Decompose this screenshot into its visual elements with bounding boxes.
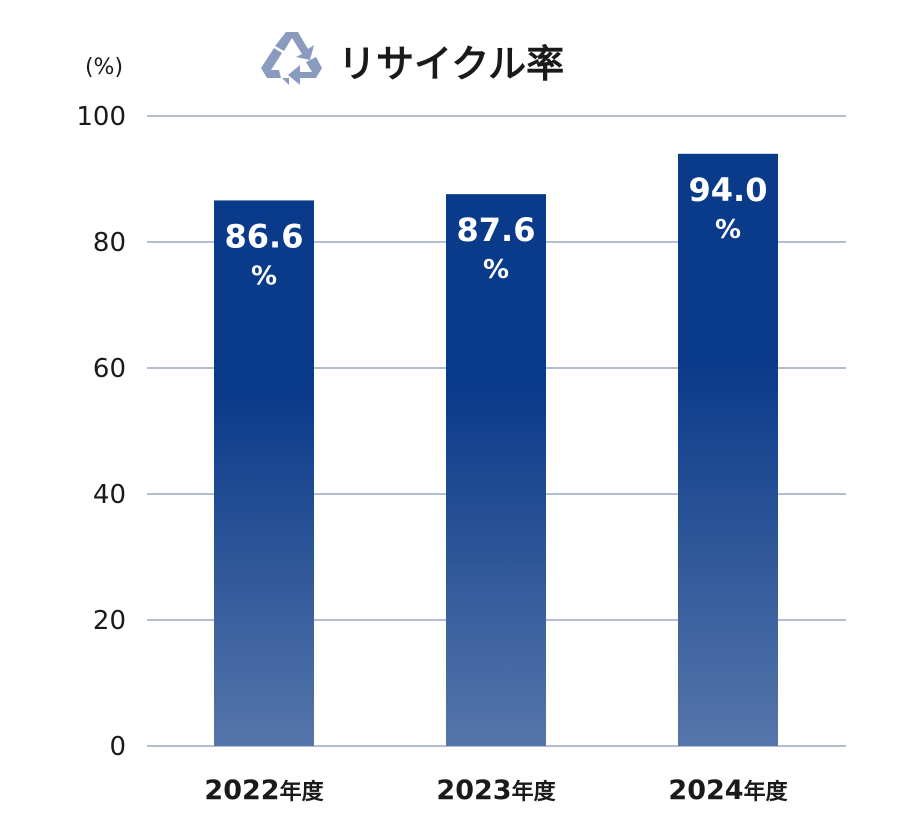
y-tick-label-100: 100: [76, 102, 126, 132]
y-tick-label-60: 60: [93, 354, 126, 384]
y-tick-label-20: 20: [93, 606, 126, 636]
bars: [214, 153, 778, 747]
x-axis-category-labels: 2022年度 2023年度 2024年度: [204, 775, 788, 806]
data-label-value-2024: 94.0: [689, 171, 768, 209]
data-label-unit-2022: %: [251, 261, 277, 291]
data-label-value-2023: 87.6: [457, 211, 536, 249]
y-axis-unit-label: (%): [85, 55, 123, 80]
bar-2023: [446, 194, 546, 746]
data-labels: 86.6% 87.6% 94.0%: [225, 171, 768, 292]
recycle-icon: [261, 32, 322, 85]
bar-2022: [214, 200, 314, 747]
x-category-label-2023: 2023年度: [436, 775, 556, 806]
chart-title-group: リサイクル率: [261, 32, 564, 86]
bar-2024: [678, 153, 778, 747]
y-tick-label-80: 80: [93, 228, 126, 258]
y-axis-tick-labels: 0 20 40 60 80 100: [76, 102, 126, 762]
data-label-unit-2024: %: [715, 215, 741, 245]
y-tick-label-40: 40: [93, 480, 126, 510]
y-tick-label-0: 0: [109, 732, 126, 762]
data-label-unit-2023: %: [483, 255, 509, 285]
data-label-value-2022: 86.6: [225, 217, 304, 255]
x-category-label-2022: 2022年度: [204, 775, 324, 806]
chart-title: リサイクル率: [338, 42, 564, 86]
x-category-label-2024: 2024年度: [668, 775, 788, 806]
